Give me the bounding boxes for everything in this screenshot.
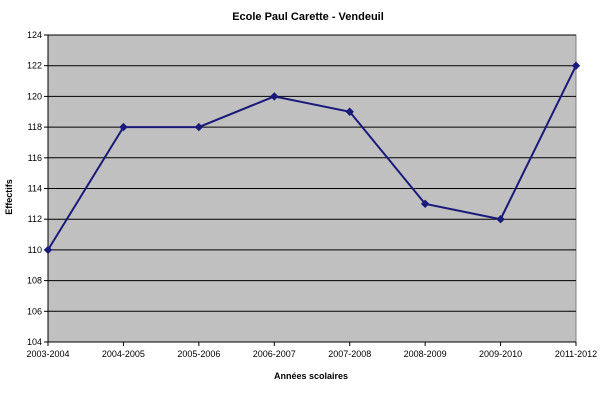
y-tick-label: 116 xyxy=(28,153,42,163)
data-point-marker xyxy=(119,122,128,132)
data-point-marker xyxy=(43,245,53,255)
x-tick-label: 2003-2004 xyxy=(26,349,69,359)
y-tick-label: 106 xyxy=(27,306,42,316)
x-tick-label: 2004-2005 xyxy=(102,349,145,359)
data-point-marker xyxy=(194,122,204,132)
x-tick-label: 2007-2008 xyxy=(328,349,371,359)
x-tick-label: 2006-2007 xyxy=(253,349,296,359)
x-axis-ticks: 2003-2004 2004-2005 2005-2006 2006-2007 2007… xyxy=(26,341,597,359)
y-tick-label: 108 xyxy=(27,276,42,286)
series-line xyxy=(47,65,577,251)
x-tick-label: 2011-2012 xyxy=(555,349,597,359)
y-tick-label: 110 xyxy=(28,245,42,255)
y-tick-label: 122 xyxy=(27,61,42,71)
y-tick-label: 118 xyxy=(28,122,42,132)
chart-title: Ecole Paul Carette - Vendeuil xyxy=(232,11,384,23)
x-tick-label: 2008-2009 xyxy=(404,349,447,359)
y-tick-label: 114 xyxy=(28,184,42,194)
data-point-marker xyxy=(571,61,581,70)
series xyxy=(43,61,581,255)
data-point-marker xyxy=(420,199,430,209)
data-point-marker xyxy=(345,107,354,116)
data-point-marker xyxy=(270,92,279,101)
x-tick-label: 2005-2006 xyxy=(177,349,220,359)
data-point-marker xyxy=(496,214,505,224)
y-tick-label: 112 xyxy=(28,214,42,224)
x-axis-label: Années scolaires xyxy=(274,371,348,381)
y-tick-label: 104 xyxy=(27,337,42,347)
x-tick-label: 2009-2010 xyxy=(479,349,522,359)
y-tick-label: 124 xyxy=(27,30,42,40)
y-axis-ticks: 104 106 108 110 112 114 116 118 120 122 124 xyxy=(27,30,49,347)
y-tick-label: 120 xyxy=(27,91,42,101)
y-axis-label: Effectifs xyxy=(4,179,14,215)
